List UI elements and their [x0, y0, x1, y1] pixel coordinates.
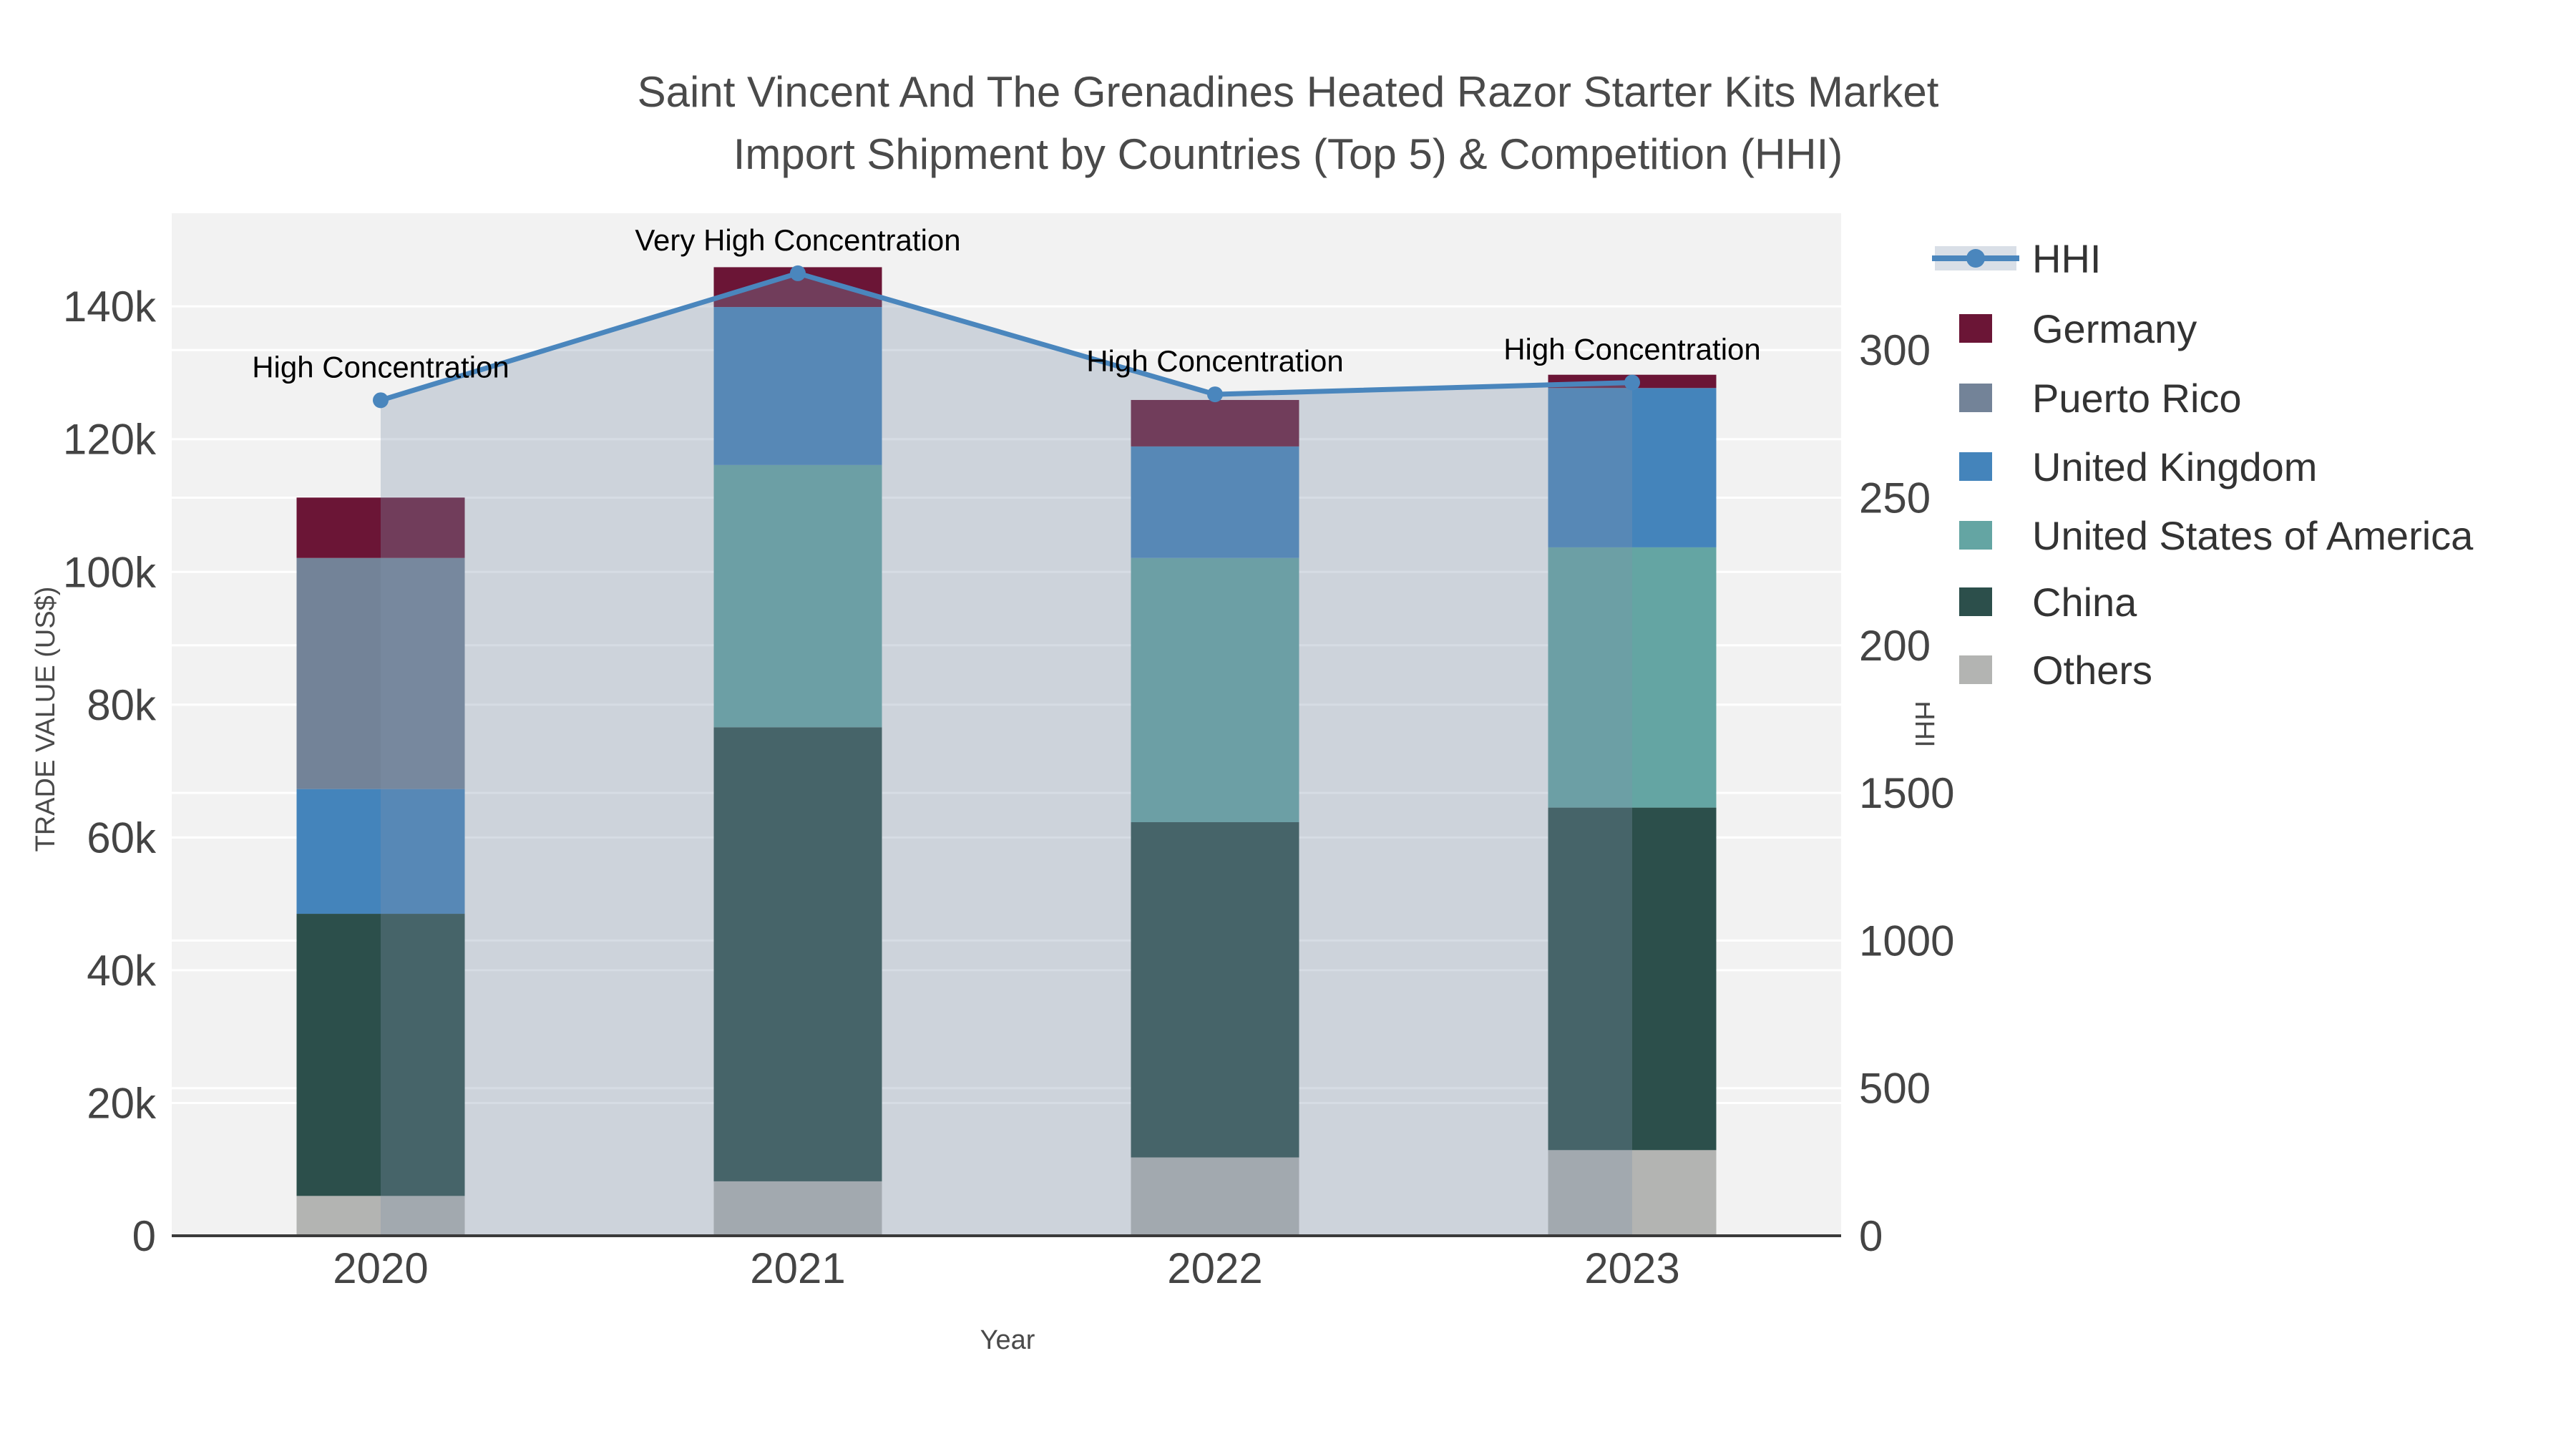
legend-label-germany: Germany — [2032, 306, 2197, 351]
legend-swatch-puerto-rico — [1959, 384, 1992, 412]
bar-segment-united-states-of-america-2023[interactable] — [1548, 547, 1717, 808]
right-tick-label: 1000 — [1859, 917, 1954, 965]
legend-item-hhi[interactable]: HHI — [1932, 236, 2101, 281]
bar-segment-others-2022[interactable] — [1131, 1157, 1299, 1236]
bar-segment-germany-2020[interactable] — [296, 497, 465, 558]
legend-item-others[interactable]: Others — [1959, 648, 2152, 693]
right-tick-label: 1500 — [1859, 769, 1954, 817]
left-tick-label: 60k — [87, 814, 157, 862]
hhi-area — [381, 273, 1632, 1236]
hhi-marker-2023[interactable] — [1624, 374, 1640, 391]
hhi-marker-sample — [1966, 249, 1985, 268]
legend-label-hhi: HHI — [2032, 236, 2101, 281]
annotation-2021: Very High Concentration — [635, 223, 960, 257]
annotation-2023: High Concentration — [1503, 333, 1761, 366]
legend-background — [1930, 230, 2566, 708]
legend-item-china[interactable]: China — [1959, 580, 2137, 625]
hhi-line-series — [373, 265, 1640, 409]
left-tick-label: 120k — [63, 416, 157, 464]
bar-segment-united-kingdom-2021[interactable] — [713, 307, 882, 465]
bar-segment-puerto-rico-2020[interactable] — [296, 557, 465, 789]
legend-label-china: China — [2032, 580, 2137, 625]
legend: HHI Germany Puerto Rico United Kingdom Unite… — [1930, 230, 2566, 708]
bar-segment-others-2023[interactable] — [1548, 1150, 1717, 1236]
legend-swatch-united-states-of-america — [1959, 521, 1992, 550]
legend-swatch-china — [1959, 587, 1992, 616]
right-tick-label: 0 — [1859, 1212, 1883, 1260]
x-axis-title: Year — [980, 1325, 1035, 1355]
bar-segment-united-kingdom-2020[interactable] — [296, 789, 465, 914]
left-tick-label: 20k — [87, 1079, 157, 1127]
bar-segment-others-2021[interactable] — [713, 1181, 882, 1236]
hhi-marker-2022[interactable] — [1207, 386, 1223, 403]
left-tick-label: 40k — [87, 947, 157, 995]
bar-segment-united-states-of-america-2022[interactable] — [1131, 557, 1299, 823]
bar-segment-china-2022[interactable] — [1131, 822, 1299, 1158]
bar-segment-germany-2022[interactable] — [1131, 399, 1299, 447]
legend-label-puerto-rico: Puerto Rico — [2032, 376, 2242, 421]
legend-item-united-kingdom[interactable]: United Kingdom — [1959, 444, 2317, 489]
legend-swatch-united-kingdom — [1959, 452, 1992, 481]
left-tick-label: 80k — [87, 681, 157, 729]
bar-segment-china-2023[interactable] — [1548, 807, 1717, 1151]
x-tick-label-2021: 2021 — [750, 1244, 845, 1292]
x-tick-label-2022: 2022 — [1167, 1244, 1262, 1292]
bar-segment-united-states-of-america-2021[interactable] — [713, 464, 882, 728]
annotation-2020: High Concentration — [252, 350, 509, 384]
left-tick-label: 0 — [132, 1212, 156, 1260]
legend-label-united-kingdom: United Kingdom — [2032, 444, 2317, 489]
x-tick-label-2023: 2023 — [1584, 1244, 1679, 1292]
bar-segment-china-2020[interactable] — [296, 914, 465, 1196]
concentration-annotations: High Concentration Very High Concentratio… — [252, 223, 1761, 384]
chart-title-line2: Import Shipment by Countries (Top 5) & C… — [733, 130, 1843, 178]
legend-label-united-states-of-america: United States of America — [2032, 513, 2474, 558]
stacked-bars — [296, 267, 1717, 1236]
legend-item-united-states-of-america[interactable]: United States of America — [1959, 513, 2474, 558]
bar-segment-united-kingdom-2022[interactable] — [1131, 446, 1299, 558]
hhi-area-fill — [381, 273, 1632, 1236]
legend-swatch-others — [1959, 655, 1992, 684]
hhi-marker-2020[interactable] — [373, 392, 389, 409]
axis-tick-labels: 020k40k60k80k100k120k140k050010001500200… — [63, 283, 1955, 1292]
bar-segment-united-kingdom-2023[interactable] — [1548, 388, 1717, 547]
left-tick-label: 100k — [63, 548, 157, 596]
bar-segment-others-2020[interactable] — [296, 1196, 465, 1236]
hhi-marker-2021[interactable] — [790, 265, 806, 281]
right-tick-label: 500 — [1859, 1065, 1931, 1113]
left-tick-label: 140k — [63, 283, 157, 331]
x-tick-label-2020: 2020 — [333, 1244, 428, 1292]
annotation-2022: High Concentration — [1086, 344, 1344, 378]
secondary-y-axis-title: HHI — [1909, 701, 1939, 747]
chart-title-line1: Saint Vincent And The Grenadines Heated … — [638, 68, 1939, 116]
legend-item-puerto-rico[interactable]: Puerto Rico — [1959, 376, 2242, 421]
legend-label-others: Others — [2032, 648, 2152, 693]
hhi-line — [379, 270, 1633, 403]
legend-item-germany[interactable]: Germany — [1959, 306, 2197, 351]
y-axis-title: TRADE VALUE (US$) — [31, 587, 61, 852]
legend-swatch-germany — [1959, 314, 1992, 343]
bar-segment-china-2021[interactable] — [713, 727, 882, 1181]
